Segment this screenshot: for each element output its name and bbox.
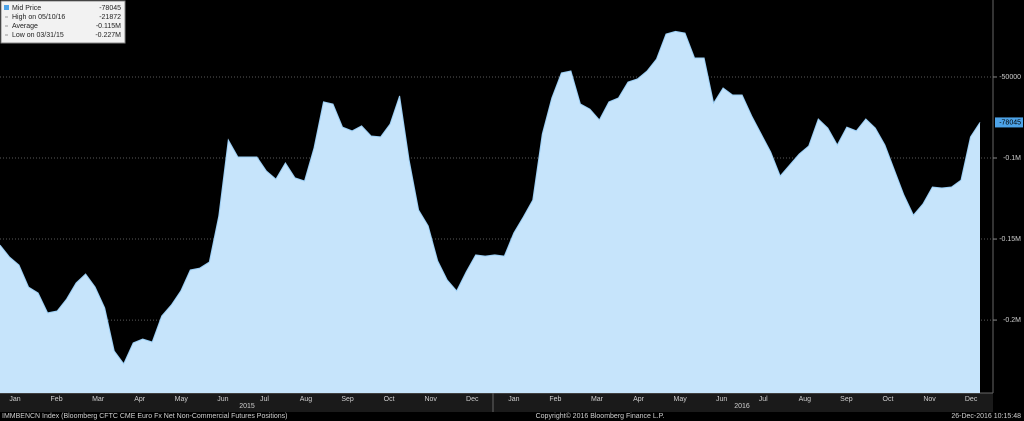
x-axis-band — [0, 393, 993, 412]
x-tick-label: Apr — [134, 396, 146, 403]
legend-value: -0.115M — [96, 23, 121, 30]
x-tick-label: Dec — [965, 396, 978, 403]
legend-label: Mid Price — [12, 5, 41, 12]
legend-box — [0, 0, 126, 44]
legend-value: -0.227M — [95, 32, 121, 39]
x-tick-label: Jan — [508, 396, 519, 403]
footer-title: IMMBENCN Index (Bloomberg CFTC CME Euro … — [2, 413, 288, 420]
x-tick-label: Jul — [260, 396, 269, 403]
last-value-tag — [995, 117, 1023, 128]
x-tick-label: Feb — [549, 396, 561, 403]
x-tick-label: Oct — [883, 396, 894, 403]
legend-label: Low on 03/31/15 — [12, 32, 64, 39]
x-tick-label: Mar — [92, 396, 105, 403]
x-tick-label: Nov — [923, 396, 936, 403]
area-fill — [0, 31, 980, 394]
footer-copyright: Copyright© 2016 Bloomberg Finance L.P. — [536, 412, 665, 420]
x-tick-label: Feb — [51, 396, 63, 403]
x-tick-label: Mar — [591, 396, 604, 403]
x-tick-label: May — [674, 396, 688, 403]
x-tick-label: Aug — [300, 396, 313, 403]
footer-timestamp: 26-Dec-2016 10:15:48 — [951, 413, 1021, 420]
x-tick-label: May — [175, 396, 189, 403]
last-value-label: -78045 — [999, 119, 1021, 126]
legend-swatch — [4, 5, 9, 10]
legend-label: Average — [12, 23, 38, 30]
x-tick-label: Dec — [466, 396, 479, 403]
x-tick-label: Apr — [633, 396, 645, 403]
x-tick-label: Jun — [716, 396, 727, 403]
y-tick-label: -50000 — [999, 74, 1021, 81]
legend-label: High on 05/10/16 — [12, 14, 65, 21]
x-tick-label: Nov — [424, 396, 437, 403]
legend: Mid Price -78045 High on 05/10/16 -21872 Ave… — [0, 0, 126, 44]
x-tick-label: Sep — [840, 396, 853, 403]
y-tick-label: -0.1M — [1003, 155, 1021, 162]
x-tick-label: Sep — [341, 396, 354, 403]
x-tick-label: Jul — [759, 396, 768, 403]
x-tick-label: Aug — [799, 396, 812, 403]
legend-value: -21872 — [99, 14, 121, 21]
x-tick-label: Jun — [217, 396, 228, 403]
y-tick-label: -0.15M — [999, 236, 1021, 243]
area-line — [0, 30, 981, 365]
y-tick-label: -0.2M — [1003, 317, 1021, 324]
x-year-label: 2016 — [734, 403, 750, 410]
x-tick-label: Jan — [9, 396, 20, 403]
x-year-label: 2015 — [239, 403, 255, 410]
legend-value: -78045 — [99, 5, 121, 12]
x-tick-label: Oct — [384, 396, 395, 403]
